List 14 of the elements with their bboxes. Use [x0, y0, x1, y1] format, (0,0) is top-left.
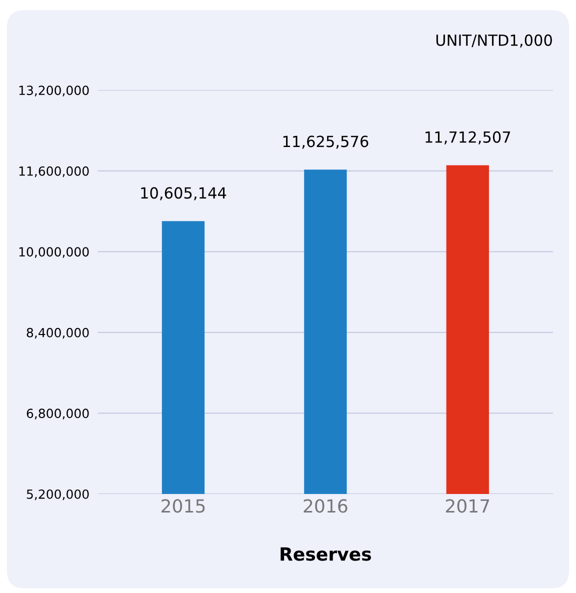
x-tick-label: 2015: [162, 499, 205, 513]
data-label: 11,712,507: [426, 131, 510, 144]
y-tick-label: 11,600,000: [19, 166, 89, 178]
x-tick-label: 2017: [446, 499, 490, 513]
y-tick-label: 13,200,000: [19, 86, 89, 96]
y-tick-label: 6,800,000: [26, 408, 89, 420]
y-tick-label: 5,200,000: [26, 489, 89, 500]
x-axis-title: Reserves: [280, 547, 371, 561]
x-tick-label: 2016: [304, 499, 348, 513]
text: UNIT/NTD1,000: [436, 34, 552, 48]
data-label: 11,625,576: [283, 136, 368, 149]
data-label: 10,605,144: [141, 187, 226, 200]
y-tick-label: 10,000,000: [19, 247, 89, 258]
y-tick-label: 8,400,000: [26, 328, 89, 339]
